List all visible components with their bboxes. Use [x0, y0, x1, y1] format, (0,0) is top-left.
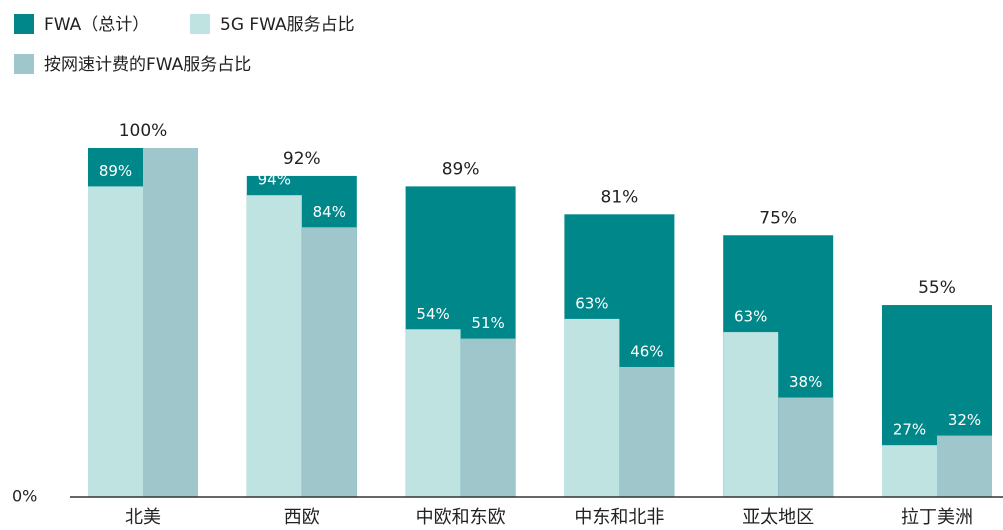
share-bar — [88, 186, 143, 497]
legend-label: 5G FWA服务占比 — [220, 15, 355, 35]
share-label: 38% — [789, 373, 822, 391]
x-tick-label: 中东和北非 — [574, 507, 664, 528]
total-label: 100% — [119, 121, 168, 141]
total-label: 75% — [759, 208, 797, 228]
share-bar — [460, 338, 516, 497]
share-label: 84% — [313, 203, 346, 221]
share-bar — [246, 195, 302, 497]
share-bar — [778, 397, 834, 497]
total-label: 81% — [601, 187, 639, 207]
share-bar — [723, 332, 779, 497]
share-label: 89% — [99, 162, 132, 180]
share-label: 54% — [416, 305, 449, 323]
share-bar — [564, 318, 620, 497]
share-bar — [937, 435, 992, 497]
x-tick-label: 亚太地区 — [742, 507, 814, 528]
share-bar — [143, 148, 198, 497]
share-bar — [882, 445, 937, 497]
legend-label: 按网速计费的FWA服务占比 — [44, 55, 251, 75]
share-bar — [619, 366, 675, 497]
total-label: 55% — [918, 278, 956, 298]
legend-swatch — [190, 14, 210, 34]
x-tick-label: 中欧和东欧 — [416, 507, 506, 528]
share-bar — [405, 329, 461, 497]
x-tick-label: 北美 — [125, 507, 161, 528]
legend-swatch — [14, 14, 34, 34]
share-label: 63% — [734, 308, 767, 326]
legend-label: FWA（总计） — [44, 15, 149, 35]
total-label: 89% — [442, 159, 480, 179]
share-bar — [301, 227, 357, 498]
x-tick-label: 拉丁美洲 — [901, 507, 973, 528]
share-label: 32% — [948, 411, 981, 429]
share-label: 94% — [258, 171, 291, 189]
share-label: 46% — [630, 342, 663, 360]
share-label: 27% — [893, 421, 926, 439]
share-label: 51% — [471, 314, 504, 332]
share-label: 63% — [575, 294, 608, 312]
total-label: 92% — [283, 149, 321, 169]
x-tick-label: 西欧 — [284, 507, 320, 528]
legend-swatch — [14, 54, 34, 74]
y-tick-label: 0% — [12, 487, 37, 506]
